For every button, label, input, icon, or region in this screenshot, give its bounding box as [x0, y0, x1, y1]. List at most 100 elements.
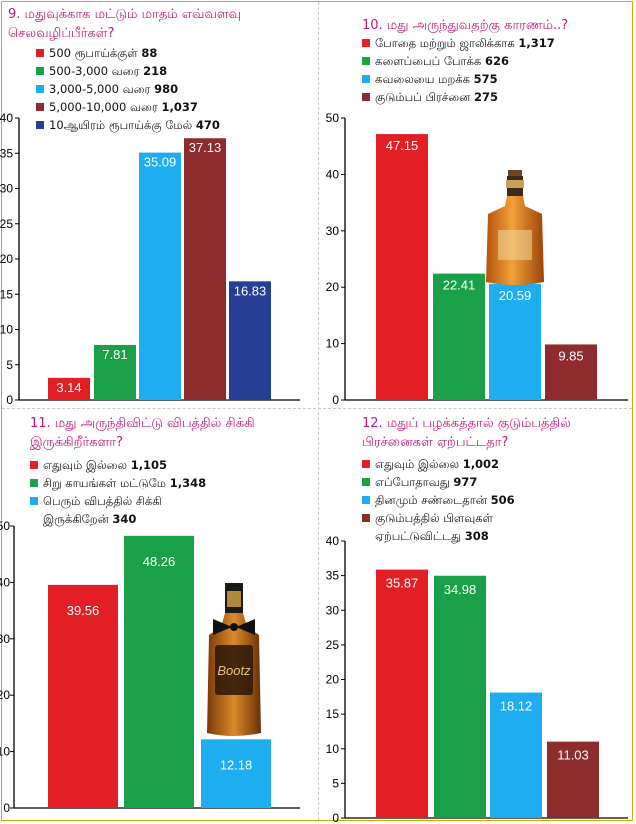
bar-value-label: 47.15	[386, 138, 419, 153]
question-title: 11. மது அருந்திவிட்டு விபத்தில் சிக்கி இ…	[30, 416, 255, 450]
legend-swatch	[362, 496, 370, 504]
bar	[433, 273, 485, 400]
y-tick-label: 0	[332, 393, 339, 407]
legend-swatch	[362, 75, 370, 83]
y-tick-label: 50	[326, 111, 340, 125]
bar	[376, 134, 428, 400]
legend-count: 1,317	[518, 36, 555, 50]
legend-label: 500 ரூபாய்க்குள்	[49, 46, 138, 60]
bar-value-label: 18.12	[500, 699, 533, 714]
y-tick-label: 0	[332, 811, 339, 824]
legend-swatch	[362, 514, 370, 522]
bar-value-label: 9.85	[558, 348, 583, 363]
whisky-bottle-image	[486, 170, 544, 285]
y-tick-label: 35	[326, 569, 340, 583]
y-tick-label: 20	[326, 673, 340, 687]
legend-count: 506	[490, 493, 515, 507]
legend-swatch	[36, 49, 44, 57]
legend-swatch	[36, 67, 44, 75]
legend-count: 626	[484, 54, 509, 68]
legend-count: 1,037	[161, 100, 198, 114]
y-tick-label: 20	[0, 688, 10, 702]
legend-swatch	[362, 460, 370, 468]
y-tick-label: 15	[326, 707, 340, 721]
legend-count: 470	[195, 118, 220, 132]
legend-swatch	[30, 479, 38, 487]
legend-label: சிறு காயங்கள் மட்டுமே	[43, 476, 167, 490]
bar-value-label: 12.18	[220, 757, 253, 772]
legend-swatch	[362, 39, 370, 47]
legend-label: 500-3,000 வரை	[49, 64, 140, 78]
bar	[48, 584, 118, 808]
legend-label: பெரும் விபத்தில் சிக்கி இருக்கிறேன்	[43, 494, 162, 526]
y-tick-label: 30	[326, 224, 340, 238]
bar-value-label: 3.14	[56, 380, 81, 395]
y-tick-label: 20	[0, 252, 13, 266]
y-tick-label: 20	[326, 280, 340, 294]
bar	[139, 152, 181, 400]
legend-swatch	[36, 121, 44, 129]
bottle-brand-label: Bootz	[217, 663, 251, 678]
legend-swatch	[362, 478, 370, 486]
legend-item: பெரும் விபத்தில் சிக்கி இருக்கிறேன் 340	[30, 492, 213, 528]
y-tick-label: 30	[0, 632, 10, 646]
bar-value-label: 34.98	[444, 582, 477, 597]
bar	[545, 344, 597, 400]
legend-item: 3,000-5,000 வரை 980	[36, 80, 220, 98]
legend-swatch	[362, 93, 370, 101]
legend: எதுவும் இல்லை 1,002 எப்போதாவது 977 தினமு…	[362, 455, 550, 545]
legend-item: களைப்பைப் போக்க 626	[362, 52, 555, 70]
legend-label: 3,000-5,000 வரை	[49, 82, 151, 96]
legend-item: எதுவும் இல்லை 1,002	[362, 455, 550, 473]
y-tick-label: 10	[0, 745, 10, 759]
question-title: 12. மதுப் பழக்கத்தால் குடும்பத்தில் பிரச…	[362, 416, 571, 450]
legend-swatch	[36, 103, 44, 111]
legend-item: குடும்பத்தில் பிளவுகள் ஏற்பட்டுவிட்டது 3…	[362, 509, 550, 545]
legend-label: எதுவும் இல்லை	[43, 458, 128, 472]
y-tick-label: 0	[3, 801, 10, 815]
bootz-bottle-image: Bootz	[207, 583, 261, 736]
bar-value-label: 35.87	[386, 576, 419, 591]
bar-value-label: 16.83	[234, 283, 267, 298]
y-tick-label: 30	[0, 182, 13, 196]
legend-label: கவலையை மறக்க	[375, 72, 470, 86]
legend-label: எதுவும் இல்லை	[375, 457, 460, 471]
bar	[376, 569, 428, 818]
legend-item: 5,000-10,000 வரை 1,037	[36, 98, 220, 116]
legend-swatch	[362, 57, 370, 65]
bar	[434, 575, 486, 818]
legend-label: போதை மற்றும் ஜாலிக்காக	[375, 36, 515, 50]
y-tick-label: 30	[326, 603, 340, 617]
legend-count: 340	[112, 512, 137, 526]
legend: போதை மற்றும் ஜாலிக்காக 1,317 களைப்பைப் ப…	[362, 34, 555, 106]
legend-item: கவலையை மறக்க 575	[362, 70, 555, 88]
legend-count: 575	[473, 72, 498, 86]
bar-value-label: 7.81	[102, 347, 127, 362]
legend-count: 980	[154, 82, 179, 96]
y-tick-label: 5	[6, 358, 13, 372]
bar-value-label: 11.03	[557, 748, 589, 763]
bar	[124, 535, 194, 808]
legend-label: குடும்பப் பிரச்னை	[375, 90, 471, 104]
y-tick-label: 0	[6, 393, 13, 407]
legend-label: 5,000-10,000 வரை	[49, 100, 158, 114]
legend-count: 88	[141, 46, 158, 60]
bar	[48, 377, 90, 400]
question-title: 10. மது அருந்துவதற்கு காரணம்..?	[362, 18, 569, 33]
legend-count: 308	[464, 529, 489, 543]
bar	[547, 741, 599, 818]
legend-swatch	[36, 85, 44, 93]
legend-item: தினமும் சண்டைதான் 506	[362, 491, 550, 509]
vertical-divider	[318, 2, 319, 820]
legend-item: 10ஆயிரம் ரூபாய்க்கு மேல் 470	[36, 116, 220, 134]
legend-item: போதை மற்றும் ஜாலிக்காக 1,317	[362, 34, 555, 52]
legend-count: 1,105	[130, 458, 168, 472]
bar-value-label: 20.59	[499, 288, 532, 303]
legend-count: 1,002	[462, 457, 500, 471]
bar	[490, 692, 542, 818]
y-tick-label: 25	[0, 217, 13, 231]
bar-value-label: 35.09	[144, 155, 177, 170]
y-tick-label: 50	[0, 519, 10, 533]
